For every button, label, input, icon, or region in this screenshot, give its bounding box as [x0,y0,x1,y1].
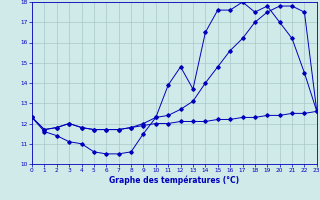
X-axis label: Graphe des températures (°C): Graphe des températures (°C) [109,176,239,185]
